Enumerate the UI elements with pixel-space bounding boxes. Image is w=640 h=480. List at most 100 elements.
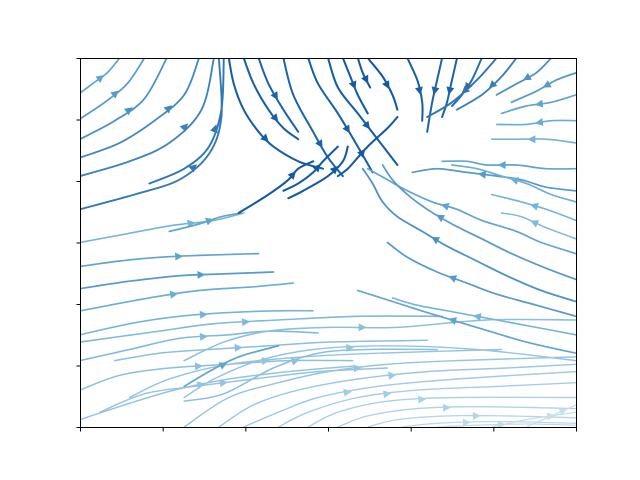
streamline-arrow-1 [110, 90, 119, 99]
streamline-arrow-31 [462, 418, 471, 427]
streamline-arrow-44 [287, 171, 296, 180]
streamline-arrow-40 [382, 80, 390, 90]
streamline-18 [80, 315, 443, 343]
streamline-arrow-37 [362, 120, 371, 130]
streamline-arrow-6 [210, 124, 218, 134]
streamline-arrow-12 [199, 310, 208, 319]
streamline-8 [168, 212, 243, 233]
streamline-arrow-56 [534, 99, 544, 108]
streamline-52 [426, 58, 498, 118]
streamline-arrow-41 [270, 91, 278, 101]
streamline-arrow-57 [534, 118, 544, 126]
streamline-arrow-30 [472, 411, 481, 420]
streamline-arrow-28 [418, 395, 427, 404]
streamline-arrow-45 [312, 163, 321, 173]
streamline-arrow-63 [530, 220, 540, 228]
streamline-28 [307, 396, 576, 427]
streamline-42 [242, 58, 300, 141]
streamline-arrow-35 [315, 139, 323, 149]
streamline-45 [282, 145, 339, 192]
streamline-arrow-36 [342, 124, 350, 134]
streamline-arrow-0 [95, 75, 105, 83]
streamline-arrow-60 [477, 170, 487, 179]
streamline-7 [80, 212, 245, 244]
streamline-arrow-50 [446, 86, 455, 96]
streamline-64 [366, 167, 576, 255]
streamline-arrow-11 [169, 290, 179, 299]
streamline-26 [242, 370, 576, 427]
streamline-37 [326, 58, 399, 167]
streamline-arrow-53 [488, 80, 498, 89]
streamline-6 [148, 58, 225, 185]
streamline-11 [80, 282, 295, 312]
streamline-arrow-29 [442, 403, 451, 412]
streamline-arrow-2 [124, 107, 133, 116]
tick-marks-group [76, 58, 577, 432]
streamline-arrow-64 [440, 202, 450, 211]
streamline-arrow-34 [558, 408, 568, 416]
streamline-arrow-55 [542, 80, 552, 88]
streamline-arrow-25 [388, 371, 397, 380]
streamline-arrow-23 [290, 358, 300, 366]
streamline-46 [287, 145, 349, 200]
streamline-29 [337, 406, 576, 427]
streamline-35 [282, 58, 344, 178]
streamline-arrow-10 [197, 271, 206, 279]
streamline-arrow-52 [461, 85, 470, 94]
streamline-44 [237, 160, 315, 215]
streamline-60 [411, 167, 576, 192]
streamline-67 [386, 241, 576, 318]
streamline-arrow-58 [527, 135, 536, 144]
streamline-arrow-43 [260, 133, 269, 142]
streamline-15 [80, 365, 354, 421]
streamline-arrow-24 [353, 364, 362, 373]
streamline-arrow-5 [188, 164, 198, 173]
streamline-arrow-4 [179, 123, 189, 132]
streamline-arrow-47 [357, 149, 366, 158]
streamline-arrow-69 [472, 313, 482, 321]
streamline-34 [525, 404, 576, 427]
streamline-25 [218, 363, 576, 427]
streamline-19 [128, 348, 503, 399]
streamline-49 [426, 58, 444, 133]
streamline-arrow-48 [415, 86, 423, 96]
streamline-21 [183, 345, 576, 399]
streamline-20 [183, 318, 576, 362]
streamline-arrow-59 [497, 161, 506, 169]
streamline-13 [80, 330, 319, 362]
streamline-arrow-49 [431, 86, 440, 96]
streamline-arrow-9 [175, 252, 184, 261]
streamline-10 [80, 271, 275, 290]
streamline-arrow-3 [163, 105, 173, 114]
streamline-arrow-16 [219, 379, 228, 388]
streamline-24 [183, 356, 576, 427]
streamline-66 [361, 167, 576, 303]
streamlines-group [80, 58, 576, 427]
streamline-arrow-66 [431, 236, 441, 245]
streamline-arrow-46 [329, 165, 339, 175]
streamline-4 [80, 58, 215, 178]
streamline-2 [80, 58, 168, 141]
streamline-arrow-38 [348, 80, 357, 90]
streamline-arrow-65 [436, 214, 446, 223]
streamline-arrow-68 [448, 317, 457, 325]
streamline-30 [367, 414, 576, 427]
streamline-59 [441, 160, 576, 170]
streamline-arrow-67 [448, 275, 458, 283]
streamline-arrow-22 [218, 362, 228, 370]
streamline-arrow-26 [343, 388, 352, 397]
streamline-54 [495, 58, 553, 96]
streamline-arrow-7 [187, 219, 196, 228]
streamline-arrow-27 [383, 390, 392, 399]
streamline-65 [381, 164, 576, 281]
streamline-17 [113, 339, 428, 362]
streamline-arrow-39 [361, 74, 369, 84]
streamline-arrow-17 [234, 343, 243, 352]
streamline-arrow-14 [194, 362, 203, 371]
streamline-43 [227, 58, 325, 170]
streamline-arrow-61 [510, 177, 519, 185]
streamline-9 [80, 252, 260, 268]
streamline-27 [277, 382, 576, 427]
streamline-0 [80, 58, 121, 94]
